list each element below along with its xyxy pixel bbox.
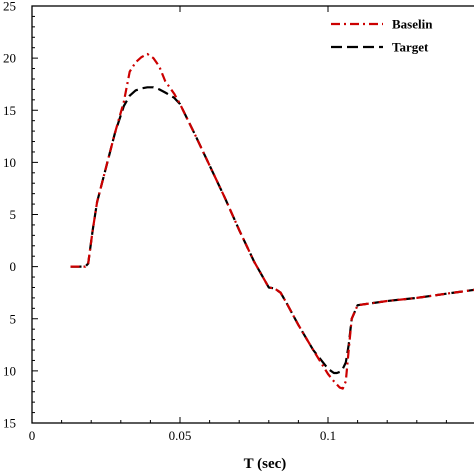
y-tick-label: 5 (10, 207, 17, 222)
y-tick-label: 10 (3, 155, 16, 170)
x-tick-label: 0.05 (169, 428, 192, 443)
x-tick-label: 0.1 (320, 428, 336, 443)
series-line-target (70, 86, 474, 375)
axes: 0 0.05 0.1 15 10 5 0 5 10 15 20 25 (3, 0, 474, 443)
y-tick-label: 10 (3, 363, 16, 378)
series-lines (70, 52, 474, 390)
y-tick-label: 0 (10, 259, 17, 274)
y-tick-label: 15 (3, 416, 16, 431)
y-tick-label: 5 (10, 311, 17, 326)
legend-label-baselin: Baselin (392, 17, 433, 32)
y-tick-label: 25 (3, 0, 16, 14)
legend: Baselin Target (331, 17, 433, 55)
x-tick-label: 0 (29, 428, 36, 443)
x-axis-title: T (sec) (244, 456, 287, 472)
y-tick-label: 15 (3, 103, 16, 118)
y-tick-label: 20 (3, 51, 16, 66)
legend-label-target: Target (392, 40, 429, 55)
plot-frame (31, 5, 474, 424)
series-line-baselin (70, 52, 474, 390)
